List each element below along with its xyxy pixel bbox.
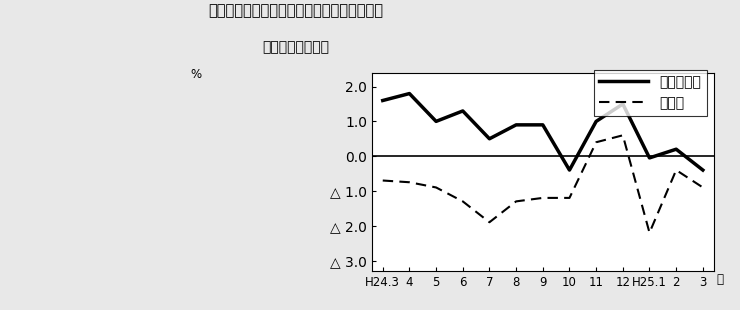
調査産業計 (511, 123, 520, 127)
製造業 (672, 168, 681, 172)
Line: 製造業: 製造業 (383, 135, 703, 233)
製造業 (485, 220, 494, 224)
製造業 (539, 196, 548, 200)
Text: 月: 月 (716, 273, 723, 286)
調査産業計 (672, 147, 681, 151)
調査産業計 (431, 120, 440, 123)
調査産業計 (405, 92, 414, 95)
調査産業計 (378, 99, 387, 102)
製造業 (619, 133, 628, 137)
調査産業計 (619, 102, 628, 106)
Legend: 調査産業計, 製造業: 調査産業計, 製造業 (594, 70, 707, 116)
調査産業計 (699, 168, 707, 172)
製造業 (699, 186, 707, 189)
製造業 (565, 196, 574, 200)
調査産業計 (592, 120, 601, 123)
調査産業計 (645, 156, 654, 160)
製造業 (405, 180, 414, 184)
製造業 (592, 140, 601, 144)
調査産業計 (565, 168, 574, 172)
Line: 調査産業計: 調査産業計 (383, 94, 703, 170)
製造業 (511, 200, 520, 203)
Text: %: % (190, 69, 201, 82)
Text: 第３図　常用雇用指数　対前年同月比の推移: 第３図 常用雇用指数 対前年同月比の推移 (209, 3, 383, 18)
製造業 (458, 200, 467, 203)
Text: （規樯５人以上）: （規樯５人以上） (263, 40, 329, 54)
製造業 (378, 179, 387, 182)
製造業 (645, 231, 654, 235)
調査産業計 (539, 123, 548, 127)
調査産業計 (485, 137, 494, 141)
製造業 (431, 186, 440, 189)
調査産業計 (458, 109, 467, 113)
